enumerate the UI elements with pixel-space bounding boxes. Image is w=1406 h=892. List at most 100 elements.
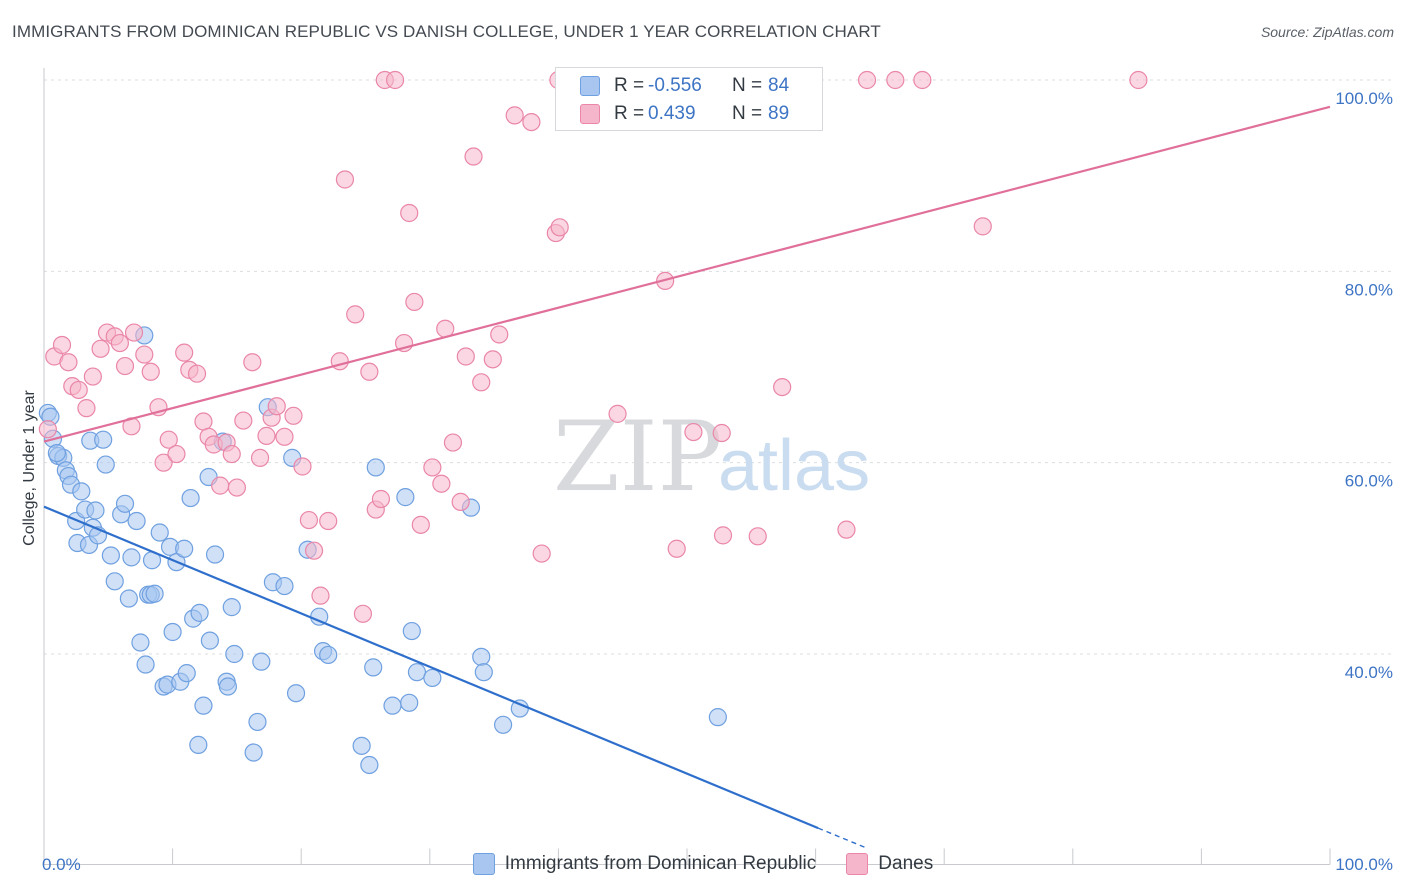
point-series0-83 — [47, 444, 66, 463]
point-series1-27 — [211, 476, 230, 495]
series-legend: Immigrants from Dominican Republic Danes — [0, 852, 1406, 876]
legend-r-value: 0.439 — [648, 103, 696, 124]
point-series0-23 — [119, 589, 138, 608]
y-tick-label-2: 80.0% — [1345, 280, 1393, 299]
point-series0-71 — [383, 696, 402, 715]
point-series1-71 — [550, 218, 569, 237]
point-series1-68 — [522, 112, 541, 132]
point-series0-74 — [402, 621, 421, 641]
point-series1-79 — [773, 377, 792, 397]
point-series0-45 — [190, 603, 209, 622]
point-series1-54 — [400, 203, 419, 223]
point-series1-6 — [77, 399, 96, 418]
point-series1-23 — [187, 364, 207, 383]
point-series0-53 — [222, 598, 241, 617]
series-legend-swatch-danes — [846, 853, 869, 875]
point-series0-78 — [472, 647, 491, 666]
point-series1-57 — [423, 458, 442, 477]
series-legend-item-danes: Danes — [846, 853, 933, 875]
point-series1-64 — [472, 373, 491, 392]
point-series0-17 — [94, 430, 113, 449]
series-legend-swatch-dominican — [472, 853, 495, 875]
point-series1-33 — [250, 448, 270, 467]
point-series1-61 — [451, 492, 470, 511]
point-series1-76 — [667, 539, 686, 558]
trend-line-series1 — [43, 105, 1331, 443]
point-series1-69 — [532, 544, 551, 563]
point-series1-50 — [371, 489, 391, 509]
point-series1-36 — [267, 397, 286, 416]
point-series0-80 — [494, 715, 513, 734]
point-series1-40 — [299, 510, 319, 530]
point-series0-82 — [708, 708, 727, 727]
point-series1-2 — [52, 335, 72, 355]
x-tick-label-1: 100.0% — [1335, 855, 1393, 874]
point-series0-24 — [122, 548, 141, 567]
point-series1-19 — [159, 430, 178, 449]
point-series1-55 — [405, 292, 424, 312]
watermark-zip: ZIP — [553, 401, 722, 513]
point-series0-25 — [127, 511, 146, 531]
point-series1-60 — [443, 433, 463, 452]
legend-n-value: 84 — [768, 75, 790, 96]
point-series1-52 — [385, 70, 405, 90]
point-series0-26 — [131, 633, 150, 652]
point-series1-30 — [227, 478, 246, 497]
point-series0-66 — [319, 645, 338, 665]
point-series0-40 — [175, 539, 194, 558]
data-points — [38, 70, 1148, 775]
point-series1-88 — [713, 526, 733, 545]
y-tick-label-0: 40.0% — [1345, 663, 1393, 682]
point-series1-47 — [353, 604, 373, 623]
point-series0-56 — [248, 712, 267, 732]
point-series0-22 — [115, 494, 135, 513]
point-series1-42 — [311, 586, 330, 605]
point-series1-14 — [124, 323, 144, 342]
legend-row-dominican: R = -0.556 N = 84 — [580, 72, 789, 100]
source-label: Source: ZipAtlas.com — [1260, 24, 1394, 40]
legend-n-label: N = — [732, 103, 763, 124]
point-series0-60 — [275, 576, 294, 596]
point-series1-7 — [83, 367, 102, 386]
y-axis-label: College, Under 1 year — [21, 390, 38, 546]
point-series0-76 — [423, 668, 442, 688]
point-series1-45 — [335, 170, 355, 189]
point-series1-66 — [490, 325, 509, 344]
point-series1-80 — [837, 520, 856, 539]
point-series1-39 — [293, 457, 312, 476]
trend-lines — [43, 105, 1331, 849]
point-series0-75 — [407, 663, 427, 682]
trend-line-extension-series0 — [817, 827, 868, 849]
point-series1-5 — [69, 380, 88, 400]
point-series0-57 — [252, 652, 271, 671]
point-series0-72 — [396, 488, 415, 507]
series-legend-label-danes: Danes — [878, 853, 934, 874]
point-series1-84 — [973, 217, 992, 236]
point-series0-28 — [136, 655, 155, 674]
point-series1-67 — [505, 106, 524, 125]
legend-r-value: -0.556 — [648, 75, 702, 96]
legend-row-danes: R = 0.439 N = 89 — [580, 100, 789, 128]
point-series0-49 — [205, 545, 225, 564]
legend-r-label: R = — [614, 75, 645, 96]
legend-r-label: R = — [614, 103, 645, 124]
point-series1-78 — [748, 527, 767, 546]
point-series1-0 — [38, 420, 57, 439]
point-series0-15 — [86, 501, 105, 520]
point-series1-8 — [91, 339, 110, 358]
point-series0-52 — [218, 677, 237, 696]
point-series0-32 — [145, 584, 164, 603]
point-series1-15 — [135, 345, 154, 364]
axes — [43, 68, 1331, 865]
y-tick-label-1: 60.0% — [1345, 472, 1393, 491]
point-series1-38 — [284, 406, 303, 425]
trend-line-series0 — [43, 505, 819, 830]
point-series0-20 — [105, 572, 124, 591]
point-series0-68 — [360, 755, 379, 775]
point-series1-3 — [59, 353, 78, 372]
point-series1-65 — [483, 350, 502, 369]
x-tick-label-0: 0.0% — [42, 855, 81, 874]
point-series1-34 — [257, 426, 276, 445]
point-series1-11 — [110, 333, 129, 353]
